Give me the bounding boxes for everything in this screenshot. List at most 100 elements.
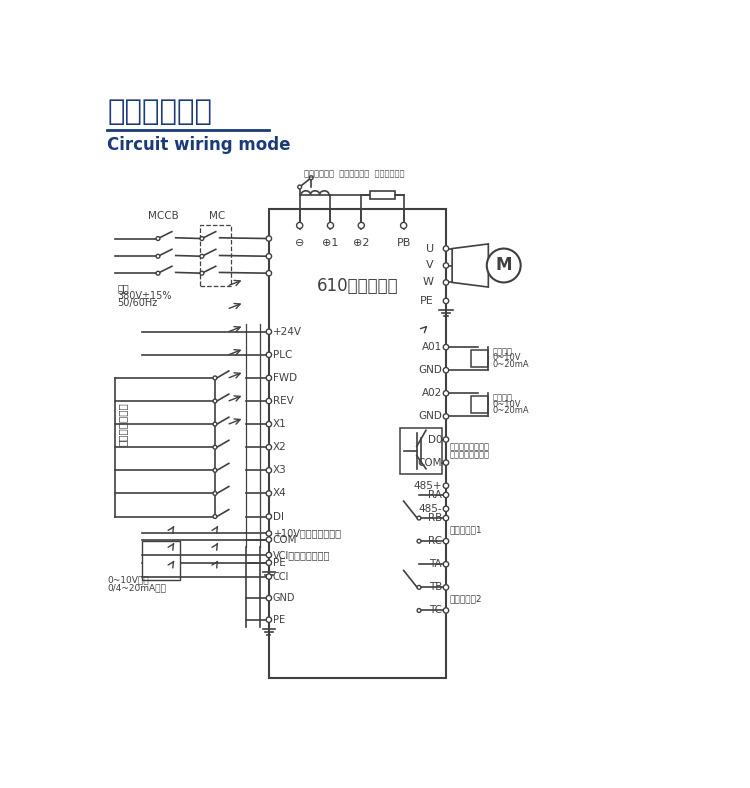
Circle shape bbox=[200, 255, 204, 258]
Text: 0~20mA: 0~20mA bbox=[492, 406, 529, 414]
Circle shape bbox=[213, 515, 217, 519]
Text: MCCB: MCCB bbox=[148, 211, 178, 221]
Circle shape bbox=[266, 444, 272, 450]
Circle shape bbox=[213, 468, 217, 472]
Circle shape bbox=[400, 222, 406, 229]
Circle shape bbox=[417, 608, 421, 612]
Circle shape bbox=[443, 280, 448, 285]
Text: 610系列变频器: 610系列变频器 bbox=[316, 277, 398, 295]
Circle shape bbox=[213, 399, 217, 403]
Bar bbox=[370, 191, 394, 199]
Text: 485+: 485+ bbox=[414, 481, 442, 491]
Circle shape bbox=[443, 246, 448, 251]
Text: COM: COM bbox=[418, 458, 442, 467]
Circle shape bbox=[266, 352, 272, 358]
Circle shape bbox=[417, 516, 421, 520]
Circle shape bbox=[213, 376, 217, 380]
Text: 0~20mA: 0~20mA bbox=[492, 359, 529, 369]
Text: 外接制动单元  外接直流电抟  外接制动电阵: 外接制动单元 外接直流电抟 外接制动电阵 bbox=[304, 169, 404, 178]
Circle shape bbox=[443, 492, 448, 498]
Text: FWD: FWD bbox=[273, 373, 297, 383]
Text: GND: GND bbox=[419, 365, 442, 375]
Text: TC: TC bbox=[429, 605, 442, 615]
Circle shape bbox=[443, 608, 448, 613]
Bar bbox=[142, 541, 180, 580]
Text: 模拟输出: 模拟输出 bbox=[492, 348, 512, 356]
Text: 0~10V: 0~10V bbox=[492, 353, 520, 362]
Circle shape bbox=[443, 483, 448, 489]
Circle shape bbox=[309, 176, 314, 180]
Circle shape bbox=[266, 574, 272, 579]
Text: CCI: CCI bbox=[273, 571, 289, 582]
Text: MC: MC bbox=[209, 211, 226, 221]
Circle shape bbox=[200, 271, 204, 275]
Text: 电源: 电源 bbox=[117, 284, 129, 294]
Text: TA: TA bbox=[430, 559, 442, 569]
Text: COM: COM bbox=[273, 534, 297, 545]
Circle shape bbox=[358, 222, 364, 229]
Circle shape bbox=[328, 222, 334, 229]
Circle shape bbox=[443, 538, 448, 544]
Circle shape bbox=[266, 560, 272, 566]
Circle shape bbox=[443, 263, 448, 268]
Text: A02: A02 bbox=[422, 388, 442, 398]
Text: 0~10V输入: 0~10V输入 bbox=[107, 575, 148, 584]
Bar bbox=[400, 428, 442, 474]
Text: W: W bbox=[423, 277, 433, 288]
Text: PE: PE bbox=[273, 615, 285, 625]
Text: ⊕1: ⊕1 bbox=[322, 238, 339, 247]
Circle shape bbox=[266, 236, 272, 241]
Circle shape bbox=[443, 298, 448, 303]
Circle shape bbox=[443, 391, 448, 396]
Text: +10V频率设定用电源: +10V频率设定用电源 bbox=[273, 529, 340, 538]
Text: 继电器输出2: 继电器输出2 bbox=[450, 594, 482, 604]
Text: 高速脉冲输出和集: 高速脉冲输出和集 bbox=[450, 443, 490, 452]
Circle shape bbox=[443, 367, 448, 373]
Text: 电极开路输出可选: 电极开路输出可选 bbox=[450, 451, 490, 459]
Text: +24V: +24V bbox=[273, 327, 302, 336]
Text: PE: PE bbox=[420, 296, 434, 306]
Text: 0~10V: 0~10V bbox=[492, 400, 520, 409]
Text: 50/60Hz: 50/60Hz bbox=[117, 298, 158, 308]
Circle shape bbox=[443, 506, 448, 511]
Text: 多功能输入端子: 多功能输入端子 bbox=[118, 402, 128, 446]
Text: VCI多功能模拟输入: VCI多功能模拟输入 bbox=[273, 550, 330, 560]
Circle shape bbox=[266, 531, 272, 536]
Circle shape bbox=[417, 585, 421, 589]
Circle shape bbox=[266, 422, 272, 427]
Circle shape bbox=[266, 398, 272, 403]
Bar bbox=[268, 209, 446, 678]
Circle shape bbox=[417, 539, 421, 543]
Circle shape bbox=[266, 596, 272, 600]
Text: GND: GND bbox=[273, 593, 296, 603]
Text: U: U bbox=[425, 243, 433, 254]
Text: X3: X3 bbox=[273, 466, 286, 475]
Circle shape bbox=[266, 491, 272, 496]
Text: GND: GND bbox=[419, 411, 442, 422]
Text: 模拟输出: 模拟输出 bbox=[492, 393, 512, 403]
Text: X4: X4 bbox=[273, 489, 286, 499]
Circle shape bbox=[266, 537, 272, 542]
Text: ⊖: ⊖ bbox=[295, 238, 304, 247]
Circle shape bbox=[266, 254, 272, 259]
Text: 380V±15%: 380V±15% bbox=[117, 291, 172, 300]
Text: ⊕2: ⊕2 bbox=[353, 238, 370, 247]
Text: X1: X1 bbox=[273, 419, 286, 429]
Circle shape bbox=[443, 460, 448, 466]
Circle shape bbox=[156, 271, 160, 275]
Circle shape bbox=[487, 248, 520, 282]
Text: 继电器输出1: 继电器输出1 bbox=[450, 525, 482, 534]
Text: RA: RA bbox=[428, 490, 442, 500]
Circle shape bbox=[443, 515, 448, 521]
Polygon shape bbox=[452, 244, 488, 287]
Circle shape bbox=[156, 236, 160, 240]
Text: V: V bbox=[426, 261, 433, 270]
Circle shape bbox=[213, 492, 217, 496]
Circle shape bbox=[443, 414, 448, 419]
Circle shape bbox=[266, 270, 272, 276]
Circle shape bbox=[296, 222, 303, 229]
Text: 0/4~20mA输入: 0/4~20mA输入 bbox=[107, 583, 166, 592]
Text: DI: DI bbox=[273, 511, 284, 522]
Circle shape bbox=[213, 422, 217, 426]
Text: 回路接线方式: 回路接线方式 bbox=[107, 98, 212, 126]
